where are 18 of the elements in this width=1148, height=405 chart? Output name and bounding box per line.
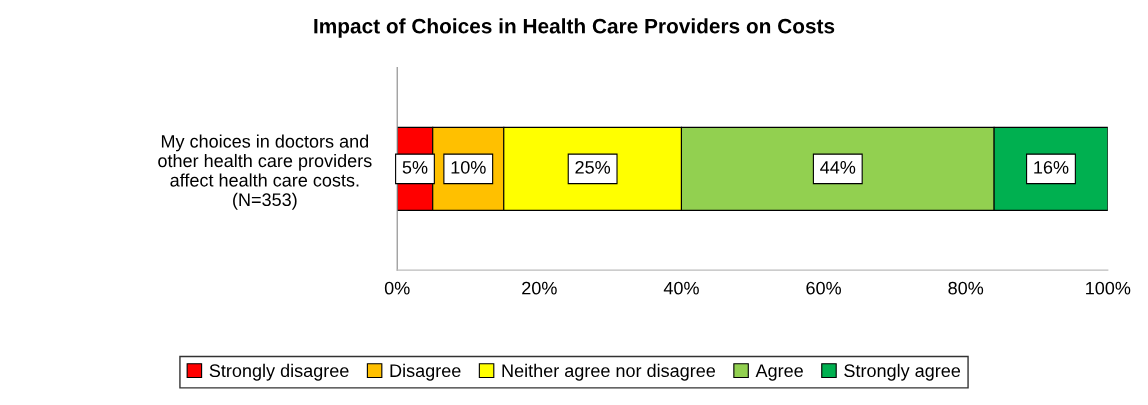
x-tick-label: 20% [522, 281, 557, 295]
data-label: 25% [575, 160, 611, 174]
data-label: 10% [451, 160, 486, 174]
x-tick-label: 0% [384, 281, 410, 295]
x-tick-label: 80% [948, 281, 984, 295]
data-label: 16% [1034, 160, 1069, 174]
x-tick-label: 100% [1086, 281, 1131, 295]
legend-label: Neither agree nor disagree [502, 363, 716, 381]
legend-label: Strongly agree [844, 363, 961, 381]
legend-label: Strongly disagree [209, 363, 349, 381]
y-tick-label: My choices in doctors and other health care providers affect health care costs. (N=353) [158, 134, 372, 210]
data-label: 5% [402, 161, 428, 174]
legend-label: Disagree [390, 363, 461, 381]
chart-title: Impact of Choices in Health Care Providers on Costs [314, 18, 835, 38]
legend-label: Agree [755, 364, 803, 381]
data-label: 44% [820, 161, 856, 174]
x-tick-label: 60% [806, 281, 841, 295]
x-tick-label: 40% [663, 281, 699, 295]
